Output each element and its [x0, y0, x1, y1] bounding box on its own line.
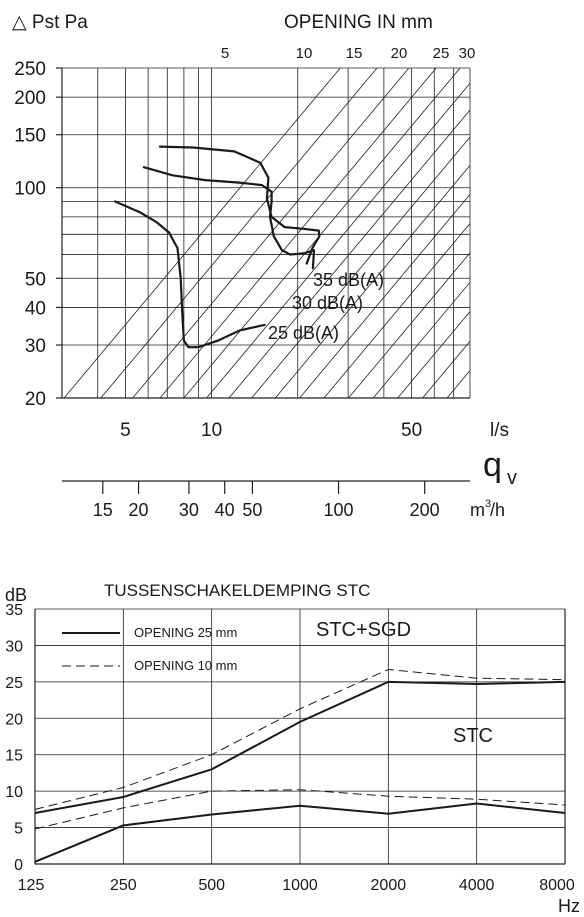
opening-label: 5	[221, 45, 229, 62]
db-tick-label: 10	[5, 784, 23, 801]
noise-curve-3	[158, 145, 321, 265]
flow-tick-label: 5	[120, 420, 131, 441]
pressure-tick-label: 100	[14, 179, 46, 200]
noise-curve-label: 35 dB(A)	[313, 270, 384, 290]
pressure-chart: △ Pst Pa OPENING IN mm 5 10 15 20 25 30 20 30 4…	[12, 12, 517, 520]
db-tick-label: 20	[5, 711, 23, 728]
db-tick-label: 15	[5, 748, 23, 765]
pressure-tick-label: 20	[25, 389, 46, 410]
secondary-tick-label: 15	[93, 500, 113, 520]
hz-tick-label: 125	[18, 877, 45, 894]
secondary-tick-label: 100	[324, 500, 354, 520]
opening-line	[397, 310, 470, 398]
opening-label: 15	[346, 45, 363, 62]
opening-label: 20	[391, 45, 408, 62]
secondary-unit-sup: 3	[485, 498, 491, 510]
db-tick-label: 30	[5, 638, 23, 655]
opening-label: 25	[433, 45, 450, 62]
db-tick-labels: 0 5 10 15 20 25 30 35	[5, 602, 23, 874]
flow-tick-labels: 5 10 50	[120, 420, 422, 441]
secondary-tick-label: 30	[179, 500, 199, 520]
attenuation-series-line	[34, 789, 566, 830]
db-axis-label: dB	[5, 585, 27, 605]
attenuation-gridlines	[34, 608, 566, 865]
noise-curve-1	[114, 200, 266, 349]
opening-line	[422, 340, 470, 398]
hz-tick-labels: 125 250 500 1000 2000 4000 8000	[18, 877, 575, 894]
hz-tick-label: 8000	[539, 877, 575, 894]
attenuation-series-line	[34, 668, 566, 810]
secondary-unit-m: m	[470, 500, 485, 520]
legend-label-25mm: OPENING 25 mm	[134, 625, 237, 640]
hz-tick-label: 2000	[371, 877, 407, 894]
hz-tick-label: 500	[198, 877, 225, 894]
opening-line	[348, 252, 470, 398]
pressure-tick-label: 50	[25, 269, 46, 290]
noise-curve-label: 30 dB(A)	[292, 293, 363, 313]
db-tick-label: 0	[14, 857, 23, 874]
secondary-tick-label: 20	[129, 500, 149, 520]
opening-labels: 5 10 15 20 25 30	[221, 45, 476, 62]
flow-unit-label: l/s	[490, 420, 509, 441]
hz-tick-label: 1000	[282, 877, 318, 894]
opening-line	[372, 281, 470, 398]
opening-label: 30	[459, 45, 476, 62]
opening-line	[228, 109, 470, 398]
pressure-tick-label: 30	[25, 336, 46, 357]
opening-line-group	[63, 68, 470, 398]
opening-line	[159, 68, 437, 398]
attenuation-series-line	[34, 802, 566, 863]
legend-label-10mm: OPENING 10 mm	[134, 658, 237, 673]
secondary-axis-ticks: 15 20 30 40 50 100 200	[93, 481, 440, 520]
pressure-tick-label: 250	[14, 59, 46, 80]
opening-line	[274, 164, 470, 398]
secondary-tick-label: 40	[215, 500, 235, 520]
noise-curve-label: 25 dB(A)	[268, 323, 339, 343]
hz-tick-label: 4000	[459, 877, 495, 894]
opening-lines	[63, 68, 470, 398]
annotation-stc: STC	[453, 725, 493, 747]
attenuation-chart: dB TUSSENSCHAKELDEMPING STC 0 5 10 15 20 25 30…	[5, 581, 580, 916]
attenuation-series-line	[34, 680, 566, 814]
flow-symbol: q	[483, 446, 502, 484]
noise-curves	[114, 145, 321, 349]
opening-line	[100, 68, 378, 398]
flow-tick-label: 10	[201, 420, 222, 441]
pressure-tick-labels: 20 30 40 50 100 150 200 250	[14, 59, 62, 410]
opening-line	[132, 68, 410, 398]
db-tick-label: 5	[14, 821, 23, 838]
pressure-axis-label: △ Pst Pa	[12, 12, 88, 33]
pressure-tick-label: 200	[14, 88, 46, 109]
attenuation-series	[34, 668, 566, 863]
pressure-tick-label: 40	[25, 298, 46, 319]
opening-label: 10	[296, 45, 313, 62]
noise-curve-labels: 25 dB(A) 30 dB(A) 35 dB(A)	[268, 270, 384, 343]
opening-line	[299, 193, 470, 398]
opening-line	[206, 82, 470, 398]
secondary-unit-suffix: /h	[490, 500, 505, 520]
flow-gridlines	[61, 68, 471, 398]
flow-tick-label: 50	[401, 420, 422, 441]
opening-line	[251, 136, 470, 398]
opening-line	[323, 222, 470, 398]
noise-curve-2	[142, 166, 316, 270]
attenuation-chart-title: TUSSENSCHAKELDEMPING STC	[104, 581, 370, 600]
opening-line	[183, 68, 461, 398]
db-tick-label: 25	[5, 675, 23, 692]
flow-symbol-subscript: v	[507, 467, 517, 489]
opening-axis-title: OPENING IN mm	[284, 12, 433, 33]
db-tick-label: 35	[5, 602, 23, 619]
secondary-tick-label: 200	[410, 500, 440, 520]
pressure-tick-label: 150	[14, 126, 46, 147]
hz-tick-label: 250	[110, 877, 137, 894]
hz-axis-label: Hz	[558, 896, 580, 916]
annotation-stc-sgd: STC+SGD	[316, 619, 411, 641]
pressure-gridlines	[62, 67, 470, 399]
secondary-tick-label: 50	[242, 500, 262, 520]
